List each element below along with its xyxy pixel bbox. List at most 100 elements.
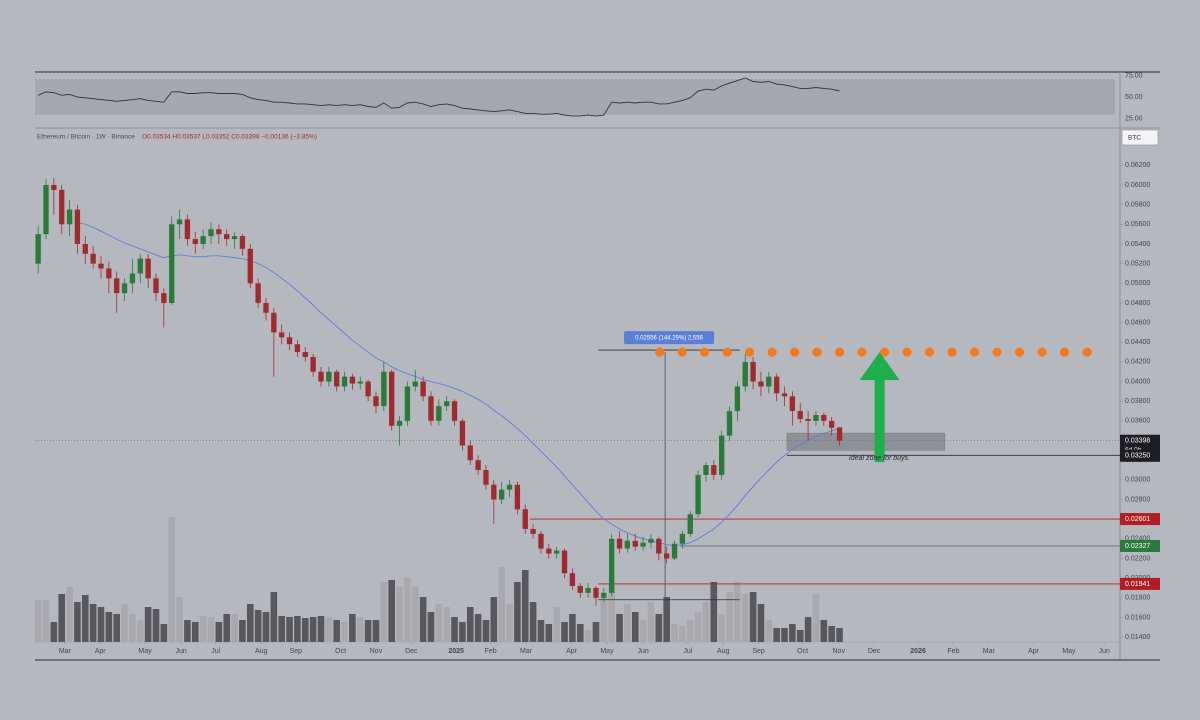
volume-bar <box>223 614 231 642</box>
volume-bar <box>631 612 639 642</box>
candle-body <box>766 376 772 387</box>
volume-bar <box>569 614 576 642</box>
volume-bar <box>121 604 128 642</box>
candle-body <box>106 268 112 279</box>
candle-body <box>467 445 473 461</box>
candle-body <box>648 538 654 543</box>
x-tick-label: Nov <box>833 648 846 655</box>
candle-body <box>231 236 238 240</box>
y-tick-label: 0.04000 <box>1125 378 1150 385</box>
x-tick-label: Jul <box>211 648 220 655</box>
currency-box <box>1121 129 1159 146</box>
candle-body <box>35 234 41 264</box>
moving-average <box>77 221 840 547</box>
candle-body <box>656 538 662 554</box>
volume-bar <box>702 602 710 642</box>
x-tick-label: 2025 <box>448 648 464 655</box>
candle-body <box>310 356 316 372</box>
candle-body <box>773 376 780 394</box>
candle-body <box>176 219 183 225</box>
volume-bar <box>58 594 66 642</box>
candle-body <box>664 553 670 559</box>
x-tick-label: 2026 <box>910 648 926 655</box>
volume-bar <box>136 620 144 642</box>
x-tick-label: May <box>138 648 152 655</box>
candle-body <box>51 185 57 190</box>
volume-bar <box>608 582 615 642</box>
volume-bar <box>624 604 631 642</box>
volume-bar <box>443 607 450 642</box>
level-label: 0.03250 <box>1125 453 1150 460</box>
y-tick-label: 0.05200 <box>1125 260 1150 267</box>
volume-bar <box>757 604 765 642</box>
target-arrow <box>859 352 900 463</box>
candle-body <box>286 337 293 345</box>
volume-bar <box>74 602 81 642</box>
x-tick-label: Feb <box>485 648 497 655</box>
volume-bar <box>199 616 207 642</box>
candle-body <box>129 273 136 284</box>
candle-body <box>797 411 803 419</box>
target-dot <box>744 347 755 357</box>
candle-body <box>436 406 442 421</box>
volume-bar <box>639 620 647 642</box>
candle-body <box>726 411 733 436</box>
volume-bar <box>529 602 537 642</box>
volume-bar <box>592 622 600 642</box>
volume-bar <box>576 624 584 642</box>
candle-body <box>98 263 104 269</box>
volume-bar <box>584 630 592 642</box>
candle-body <box>491 484 497 500</box>
volume-bar <box>812 594 820 642</box>
candle-body <box>475 460 481 471</box>
target-dot <box>722 347 732 357</box>
volume-bar <box>474 614 482 642</box>
target-dot <box>1059 347 1070 357</box>
candle-body <box>373 396 379 407</box>
target-dot <box>969 347 980 357</box>
candle-body <box>255 283 261 303</box>
volume-bar <box>616 614 623 642</box>
level-label: 0.02327 <box>1125 543 1150 550</box>
target-dot <box>699 347 710 357</box>
candle-body <box>577 585 583 593</box>
volume-bar <box>686 620 694 642</box>
volume-bar <box>482 620 490 642</box>
candle-body <box>695 474 701 515</box>
volume-bar <box>144 607 152 642</box>
price-badge <box>1120 513 1160 526</box>
volume-bar <box>286 617 293 642</box>
candle-body <box>742 361 748 387</box>
volume-bar <box>710 582 718 642</box>
candle-body <box>145 258 151 279</box>
y-tick-label: 0.02400 <box>1125 536 1150 543</box>
candle-body <box>389 371 395 426</box>
volume-bar <box>160 624 168 642</box>
y-tick-label: 0.03000 <box>1125 477 1150 484</box>
candle-body <box>169 224 175 303</box>
volume-bar <box>718 614 725 642</box>
target-dot <box>992 347 1002 357</box>
y-tick-label: 0.03600 <box>1125 418 1150 425</box>
candle-body <box>530 528 536 534</box>
rsi-line <box>37 77 840 117</box>
y-tick-label: 0.06000 <box>1125 182 1150 189</box>
candle-body <box>420 381 426 397</box>
volume-bar <box>396 587 403 642</box>
candle-body <box>381 371 387 407</box>
candle-body <box>161 293 167 303</box>
target-dot <box>834 347 845 357</box>
volume-bar <box>191 622 199 642</box>
candle-body <box>514 484 521 510</box>
volume-bar <box>262 612 270 642</box>
candle-body <box>569 573 576 586</box>
ohlc-readout: O0.03534 H0.03537 L0.03352 C0.03398 −0.0… <box>142 134 317 141</box>
volume-bar <box>451 617 458 642</box>
candle-body <box>601 592 607 598</box>
x-tick-label: Jun <box>637 648 648 655</box>
buy-zone <box>786 432 946 451</box>
y-tick-label: 0.02800 <box>1125 496 1150 503</box>
volume-bar <box>341 622 348 642</box>
candle-body <box>750 361 756 382</box>
target-dot <box>1037 347 1047 357</box>
